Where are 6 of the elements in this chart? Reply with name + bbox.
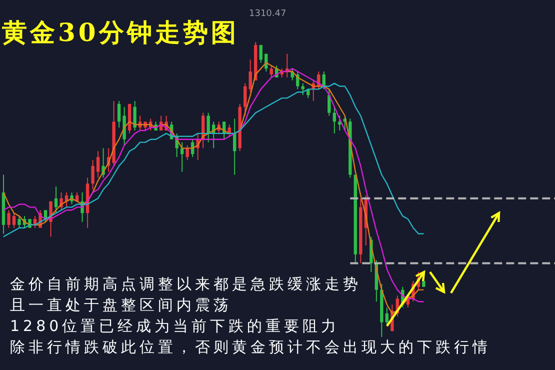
annotation: 且一直处于盘整区间内震荡 (10, 296, 232, 314)
annotation: 金价自前期高点调整以来都是急跌缓涨走势 (10, 275, 362, 293)
title: 黄金30分钟走势图 (2, 18, 239, 47)
annotation: 除非行情跌破此位置，否则黄金预计不会出现大的下跌行情 (10, 338, 491, 356)
annotation: 1280位置已经成为当前下跌的重要阻力 (10, 317, 340, 335)
annotation: 1310.47 (249, 9, 286, 19)
